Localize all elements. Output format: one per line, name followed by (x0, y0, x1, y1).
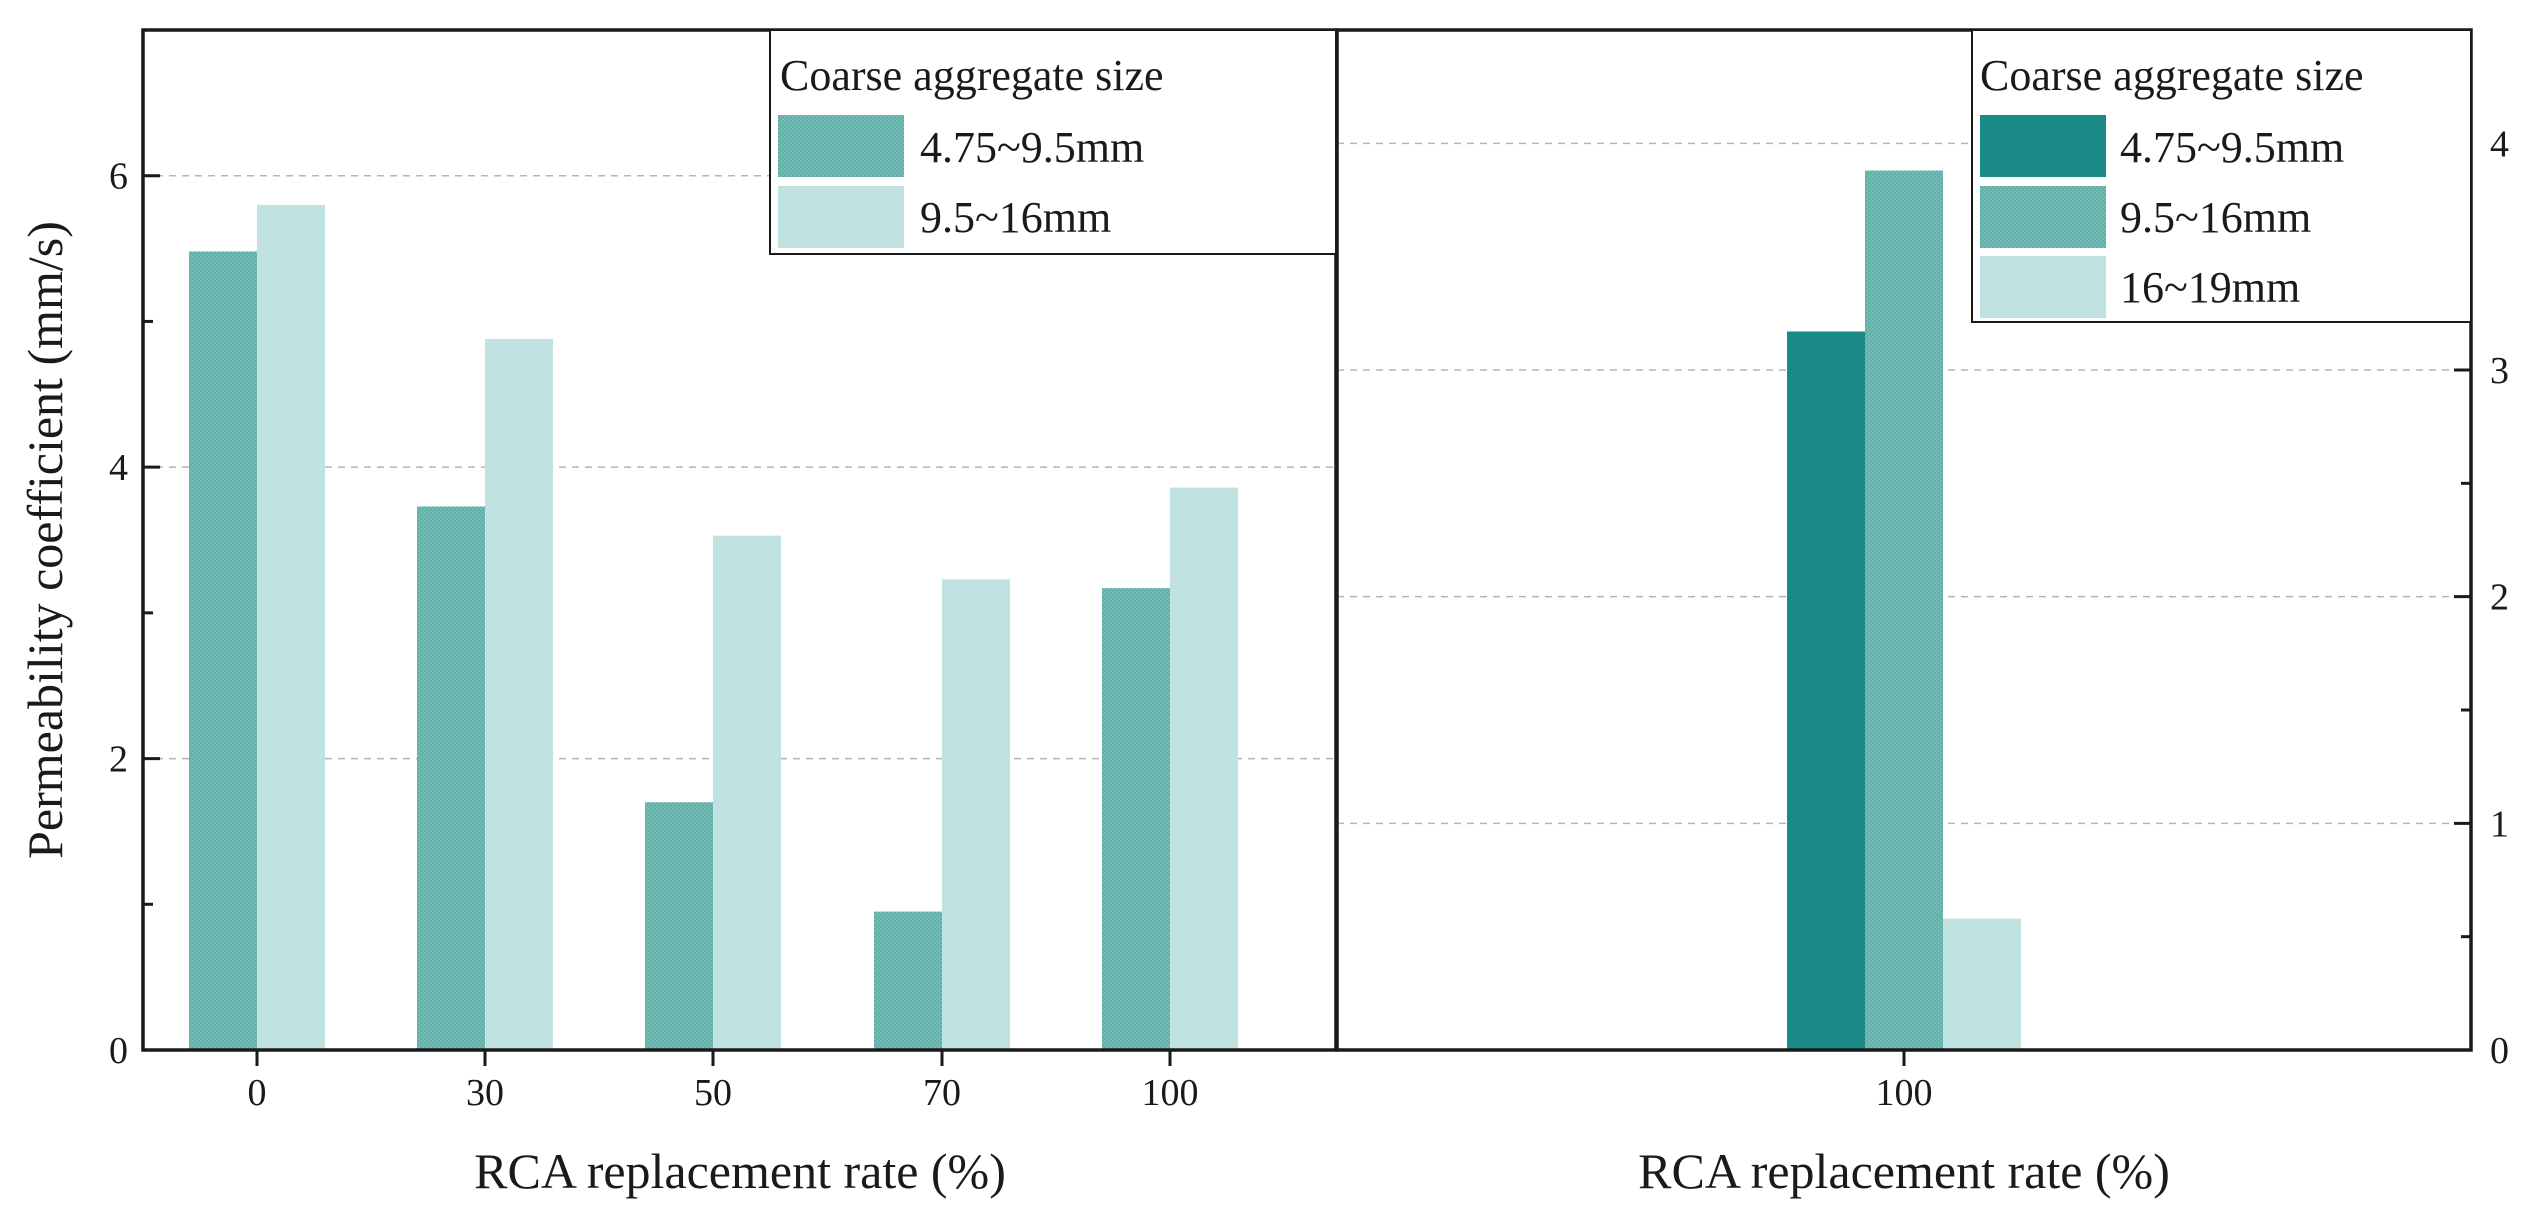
left-y-ticks: 0 2 4 6 (109, 156, 160, 1072)
right-x-tick-label: 100 (1876, 1072, 1933, 1114)
right-y-tick-label: 3 (2490, 350, 2509, 392)
left-bar (942, 579, 1010, 1050)
left-bar (874, 911, 942, 1050)
left-legend-swatch-9-5-16 (778, 186, 904, 248)
right-bars (1787, 170, 2021, 1051)
right-legend-label-4-75-9-5: 4.75~9.5mm (2120, 123, 2344, 172)
left-bar (1170, 487, 1238, 1050)
right-legend-label-16-19: 16~19mm (2120, 263, 2300, 312)
right-bar (1787, 331, 1865, 1050)
left-bar (1102, 588, 1170, 1050)
left-bar (189, 251, 257, 1050)
right-y-tick-label: 1 (2490, 803, 2509, 845)
left-y-tick-label: 4 (109, 447, 128, 489)
left-x-axis-title: RCA replacement rate (%) (474, 1143, 1006, 1199)
left-bar (417, 506, 485, 1050)
right-gridlines (1337, 142, 2471, 825)
left-legend-label-9-5-16: 9.5~16mm (920, 193, 1111, 242)
left-bar (485, 338, 553, 1050)
left-chart-panel: 0 2 4 6 0 30 50 70 100 RCA replacement rate (%)… (17, 28, 1338, 1199)
right-bar (1865, 170, 1943, 1051)
left-legend-label-4-75-9-5: 4.75~9.5mm (920, 123, 1144, 172)
left-x-tick-label: 0 (248, 1072, 267, 1114)
right-legend-swatch-16-19 (1980, 256, 2106, 318)
left-y-axis-title: Permeability coefficient (mm/s) (17, 221, 73, 859)
right-bar (1943, 918, 2021, 1050)
left-y-tick-label: 2 (109, 739, 128, 781)
right-legend-title: Coarse aggregate size (1980, 51, 2364, 100)
left-legend: Coarse aggregate size 4.75~9.5mm 9.5~16m… (769, 29, 1337, 255)
right-legend-swatch-4-75-9-5 (1980, 115, 2106, 177)
left-y-tick-label: 6 (109, 156, 128, 198)
right-x-axis-title: RCA replacement rate (%) (1638, 1143, 2170, 1199)
left-x-tick-label: 50 (694, 1072, 732, 1114)
right-y-tick-label: 0 (2490, 1030, 2509, 1072)
right-legend-swatch-9-5-16 (1980, 186, 2106, 248)
left-x-tick-label: 100 (1142, 1072, 1199, 1114)
left-bars (189, 204, 1238, 1050)
left-bar (645, 802, 713, 1050)
right-chart-panel: 0 1 2 3 4 100 RCA replacement rate (%) Coars… (1335, 28, 2509, 1199)
left-legend-swatch-4-75-9-5 (778, 115, 904, 177)
right-legend: Coarse aggregate size 4.75~9.5mm 9.5~16m… (1971, 29, 2472, 323)
left-bar (257, 204, 325, 1050)
right-y-tick-label: 4 (2490, 123, 2509, 165)
left-y-tick-label: 0 (109, 1030, 128, 1072)
right-y-tick-label: 2 (2490, 577, 2509, 619)
left-x-tick-label: 70 (923, 1072, 961, 1114)
left-x-ticks: 0 30 50 70 100 (248, 1050, 1199, 1114)
right-legend-label-9-5-16: 9.5~16mm (2120, 193, 2311, 242)
left-bar (713, 535, 781, 1050)
right-y-ticks: 0 1 2 3 4 (2454, 123, 2509, 1072)
left-x-tick-label: 30 (466, 1072, 504, 1114)
right-x-ticks: 100 (1876, 1050, 1933, 1114)
left-legend-title: Coarse aggregate size (780, 51, 1164, 100)
